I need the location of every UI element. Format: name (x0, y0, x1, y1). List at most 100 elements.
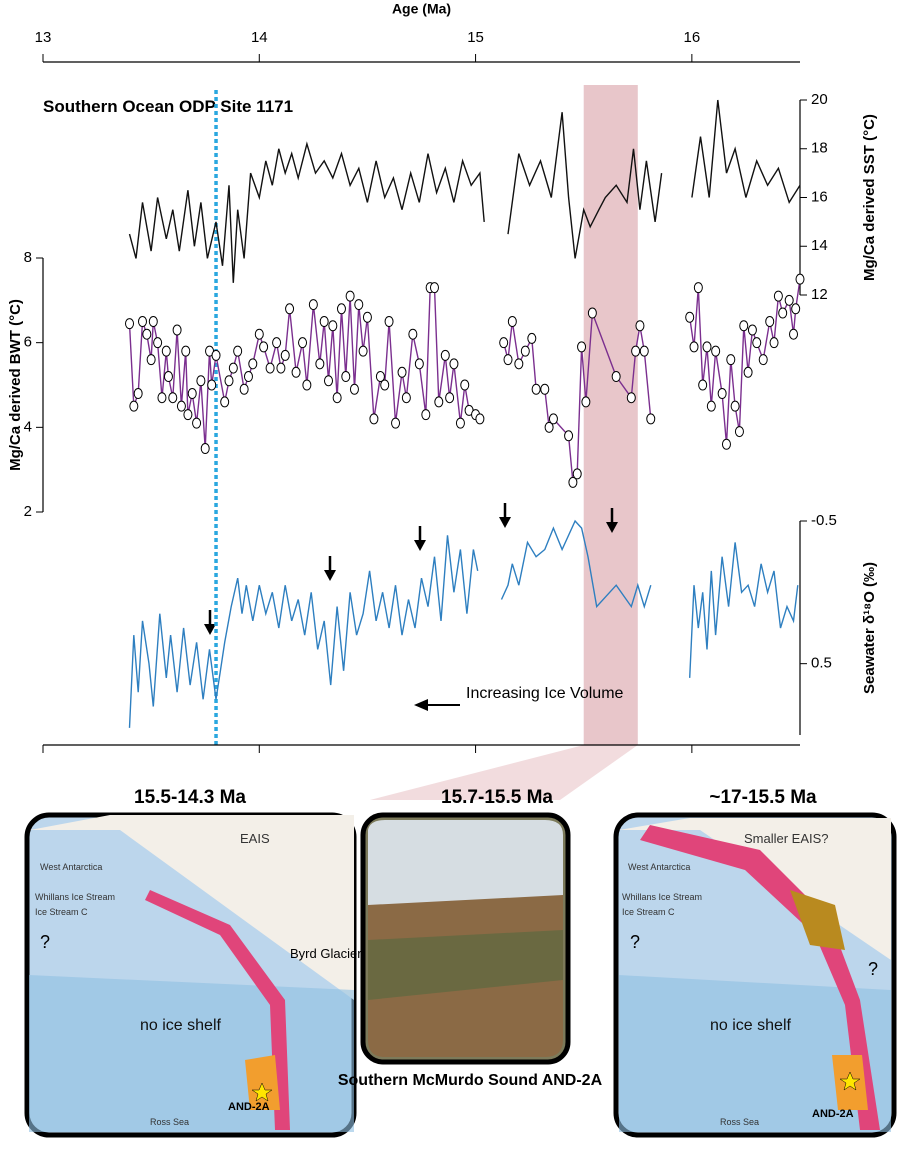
ice-area (790, 890, 845, 950)
map-label: Whillans Ice Stream (622, 892, 702, 902)
data-point (129, 400, 139, 412)
ice-annotation: Increasing Ice Volume (466, 685, 624, 702)
data-point (369, 413, 379, 425)
series-line (503, 312, 652, 485)
y-tick-label: 8 (24, 249, 32, 266)
map-label: ? (630, 932, 640, 952)
data-point (730, 400, 740, 412)
y-tick-label: 0.5 (811, 655, 832, 672)
data-point (531, 383, 541, 395)
land (619, 818, 891, 960)
map-label: ? (40, 932, 50, 952)
panel-right: ~17-15.5 Ma Smaller EAIS? West Antarctic… (613, 787, 897, 1138)
data-point (631, 345, 641, 357)
data-point (302, 379, 312, 391)
data-point (181, 345, 191, 357)
data-point (499, 337, 509, 349)
data-point (172, 324, 182, 336)
data-point (475, 413, 485, 425)
panel-middle: 15.7-15.5 Ma Southern McMurdo Sound AND-… (338, 787, 603, 1089)
data-point (734, 426, 744, 438)
x-tick-label: 13 (35, 29, 52, 46)
data-point (332, 392, 342, 404)
data-point (153, 337, 163, 349)
data-point (133, 387, 143, 399)
data-point (125, 318, 135, 330)
data-point (564, 430, 574, 442)
data-point (259, 341, 269, 353)
data-point (717, 387, 727, 399)
highlight-connector (370, 745, 638, 800)
data-point (743, 366, 753, 378)
data-point (460, 379, 470, 391)
x-tick-label: 16 (684, 29, 701, 46)
data-point (706, 400, 716, 412)
data-point (336, 303, 346, 315)
data-point (795, 273, 805, 285)
data-point (765, 316, 775, 327)
series-line (689, 542, 799, 678)
data-point (200, 443, 210, 454)
data-point (285, 303, 295, 315)
star (839, 1071, 861, 1091)
y-tick-label: 4 (24, 418, 32, 435)
data-point (276, 362, 286, 374)
series-line (507, 112, 663, 259)
panel-title: ~17-15.5 Ma (709, 787, 817, 808)
site-annotation: Southern Ocean ODP Site 1171 (43, 97, 293, 116)
series-line (128, 286, 481, 449)
data-point (280, 349, 290, 361)
data-point (773, 290, 783, 302)
data-point (635, 320, 645, 332)
map-label: ? (868, 959, 878, 979)
data-point (577, 341, 587, 353)
data-point (445, 392, 455, 404)
x-axis-title: Age (Ma) (392, 1, 451, 17)
data-point (142, 328, 152, 340)
data-point (380, 379, 390, 391)
data-point (421, 409, 431, 421)
data-point (540, 383, 550, 395)
data-point (758, 354, 768, 366)
map-label: Whillans Ice Stream (35, 892, 115, 902)
data-point (507, 316, 517, 327)
data-point (429, 282, 439, 294)
data-point (183, 409, 193, 421)
y-tick-label: 6 (24, 334, 32, 351)
data-point (520, 345, 530, 357)
data-point (315, 358, 325, 370)
data-point (548, 413, 558, 425)
data-point (137, 316, 147, 327)
data-point (568, 476, 578, 488)
data-point (291, 366, 301, 378)
data-point (362, 311, 372, 323)
y-axis-title: Mg/Ca derived SST (°C) (861, 114, 878, 281)
sea (29, 975, 354, 1132)
series-line (689, 279, 801, 445)
data-point (265, 362, 275, 374)
map-label: West Antarctica (40, 862, 102, 872)
data-point (192, 417, 202, 429)
data-point (455, 417, 465, 429)
data-point (211, 349, 221, 361)
data-point (375, 371, 385, 383)
data-point (187, 387, 197, 399)
background-layer (370, 85, 638, 800)
data-point (397, 366, 407, 378)
data-point (354, 299, 364, 311)
sky (368, 820, 563, 910)
y-tick-label: 20 (811, 91, 828, 108)
data-point (207, 379, 217, 391)
data-point (157, 392, 167, 404)
data-point (220, 396, 230, 408)
data-point (248, 358, 258, 370)
panel-title: 15.5-14.3 Ma (134, 787, 246, 808)
photo-caption: Southern McMurdo Sound AND-2A (338, 1072, 603, 1089)
sea (619, 975, 891, 1132)
data-point (401, 392, 411, 404)
y-tick-label: 14 (811, 237, 828, 254)
data-point (168, 392, 178, 404)
map-label: AND-2A (228, 1101, 270, 1113)
y-axis-title: Mg/Ca derived BWT (°C) (7, 299, 24, 471)
